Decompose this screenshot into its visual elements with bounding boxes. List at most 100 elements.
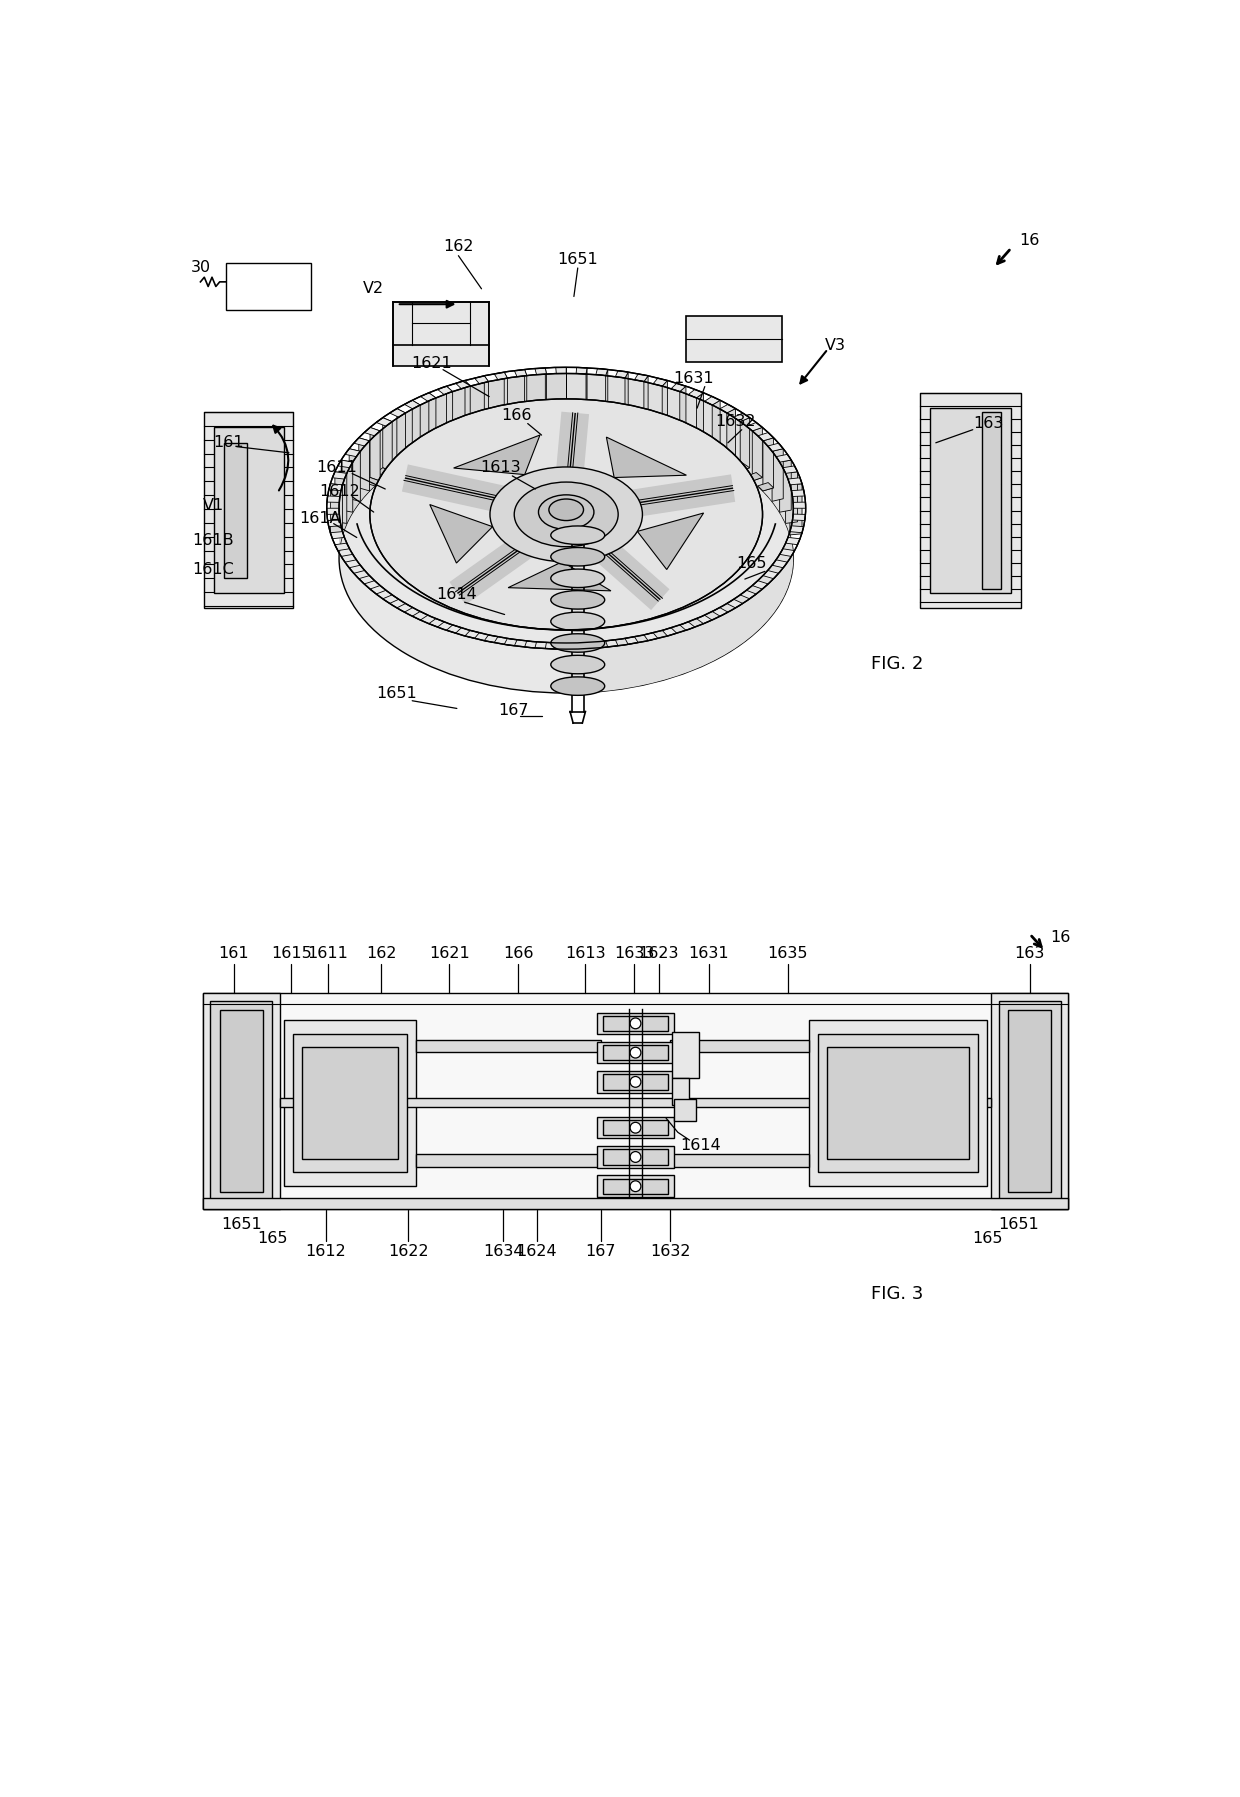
Polygon shape bbox=[429, 618, 444, 627]
Ellipse shape bbox=[551, 527, 605, 544]
Polygon shape bbox=[780, 548, 795, 557]
Polygon shape bbox=[704, 397, 720, 404]
Bar bbox=[672, 1031, 699, 1078]
Polygon shape bbox=[768, 444, 784, 451]
Bar bbox=[303, 1048, 398, 1159]
Polygon shape bbox=[596, 368, 608, 376]
Polygon shape bbox=[556, 367, 567, 374]
Polygon shape bbox=[786, 537, 800, 544]
Text: 167: 167 bbox=[585, 1244, 616, 1258]
Text: 161: 161 bbox=[213, 435, 244, 451]
Ellipse shape bbox=[490, 467, 642, 562]
Text: V3: V3 bbox=[825, 338, 846, 352]
Circle shape bbox=[630, 1048, 641, 1058]
Polygon shape bbox=[345, 449, 361, 456]
Ellipse shape bbox=[551, 591, 605, 609]
Polygon shape bbox=[644, 633, 658, 642]
Polygon shape bbox=[383, 595, 399, 604]
Bar bbox=[982, 412, 1001, 589]
Polygon shape bbox=[790, 483, 802, 536]
Bar bbox=[417, 1039, 601, 1051]
Bar bbox=[211, 1001, 272, 1200]
Polygon shape bbox=[615, 370, 629, 377]
Polygon shape bbox=[525, 642, 537, 649]
Polygon shape bbox=[787, 478, 802, 485]
Ellipse shape bbox=[551, 677, 605, 695]
Polygon shape bbox=[734, 413, 750, 422]
Bar bbox=[293, 1033, 407, 1172]
Text: 1624: 1624 bbox=[517, 1244, 557, 1258]
Text: 163: 163 bbox=[972, 417, 1003, 431]
Text: 1633: 1633 bbox=[614, 945, 655, 961]
Text: 166: 166 bbox=[501, 408, 532, 424]
Text: 1632: 1632 bbox=[715, 415, 756, 429]
Bar bbox=[596, 1146, 675, 1168]
Text: 161C: 161C bbox=[192, 562, 234, 577]
Bar bbox=[603, 1015, 668, 1031]
Text: 1651: 1651 bbox=[998, 1217, 1039, 1231]
Polygon shape bbox=[746, 422, 763, 431]
Bar bbox=[818, 1033, 978, 1172]
Text: 1651: 1651 bbox=[557, 252, 598, 268]
Text: 1611: 1611 bbox=[316, 460, 357, 474]
Text: 30: 30 bbox=[191, 261, 211, 275]
Text: 161: 161 bbox=[218, 945, 249, 961]
Text: 161B: 161B bbox=[192, 534, 234, 548]
Text: 1651: 1651 bbox=[221, 1217, 262, 1231]
Polygon shape bbox=[662, 381, 667, 437]
Polygon shape bbox=[370, 586, 386, 595]
Polygon shape bbox=[763, 570, 779, 579]
Polygon shape bbox=[332, 473, 347, 480]
Polygon shape bbox=[790, 527, 804, 532]
Polygon shape bbox=[383, 417, 392, 471]
Bar bbox=[417, 1154, 601, 1166]
Bar bbox=[223, 442, 247, 577]
Polygon shape bbox=[792, 514, 806, 521]
Polygon shape bbox=[446, 386, 453, 442]
Text: 16: 16 bbox=[1019, 234, 1039, 248]
Polygon shape bbox=[625, 372, 629, 428]
Text: 166: 166 bbox=[503, 945, 533, 961]
Text: 1612: 1612 bbox=[305, 1244, 346, 1258]
Polygon shape bbox=[495, 372, 507, 379]
Polygon shape bbox=[365, 428, 381, 437]
Polygon shape bbox=[605, 370, 608, 426]
Ellipse shape bbox=[538, 494, 594, 530]
Polygon shape bbox=[446, 625, 461, 633]
Polygon shape bbox=[438, 437, 453, 444]
Polygon shape bbox=[780, 460, 791, 512]
Bar bbox=[205, 412, 293, 609]
Bar bbox=[603, 1044, 668, 1060]
Polygon shape bbox=[686, 316, 781, 361]
Bar bbox=[991, 994, 1068, 1209]
Polygon shape bbox=[397, 408, 405, 464]
Text: FIG. 3: FIG. 3 bbox=[872, 1285, 924, 1303]
Text: 162: 162 bbox=[443, 239, 474, 253]
Ellipse shape bbox=[370, 399, 763, 631]
Polygon shape bbox=[330, 532, 345, 539]
Polygon shape bbox=[326, 509, 340, 514]
Polygon shape bbox=[727, 408, 735, 464]
Bar bbox=[808, 1021, 987, 1186]
Text: FIG. 2: FIG. 2 bbox=[872, 654, 924, 672]
Polygon shape bbox=[350, 566, 365, 573]
Text: 1634: 1634 bbox=[482, 1244, 523, 1258]
Ellipse shape bbox=[551, 548, 605, 566]
Polygon shape bbox=[505, 372, 507, 428]
Bar bbox=[203, 994, 280, 1209]
Polygon shape bbox=[515, 419, 527, 426]
Polygon shape bbox=[389, 458, 405, 467]
Bar bbox=[603, 1150, 668, 1164]
Bar bbox=[203, 994, 1068, 1209]
Text: V2: V2 bbox=[363, 282, 384, 297]
Text: 163: 163 bbox=[1014, 945, 1045, 961]
Polygon shape bbox=[596, 419, 608, 426]
Polygon shape bbox=[644, 376, 649, 431]
Polygon shape bbox=[485, 376, 489, 431]
Polygon shape bbox=[329, 483, 342, 491]
Polygon shape bbox=[758, 433, 774, 440]
Ellipse shape bbox=[551, 570, 605, 588]
Text: 1623: 1623 bbox=[639, 945, 678, 961]
Polygon shape bbox=[791, 491, 805, 496]
Polygon shape bbox=[680, 622, 694, 631]
